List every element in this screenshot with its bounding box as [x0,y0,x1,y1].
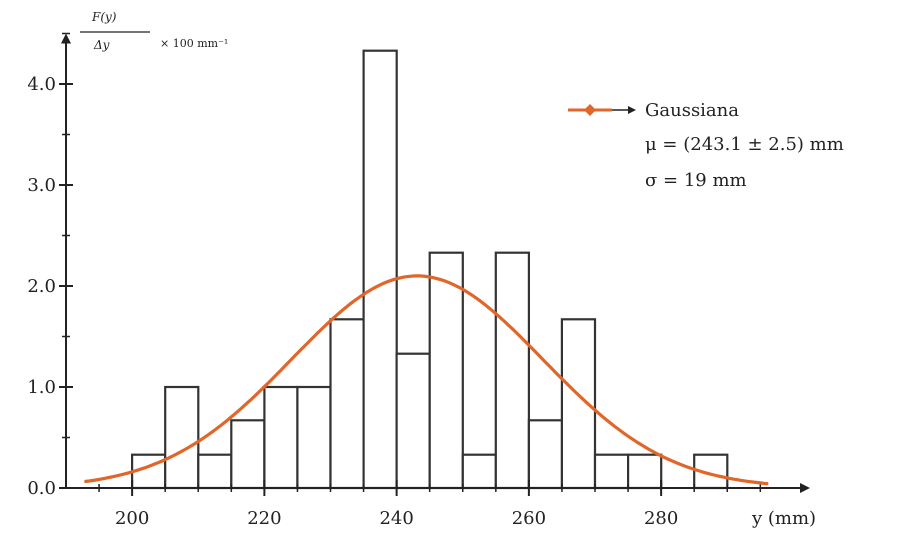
y-label-numerator: F(y) [91,10,117,24]
histogram-bar [197,453,233,490]
gaussian-curve-layer [84,274,769,486]
x-tick-label: 240 [379,508,413,529]
legend-title: Gaussiana [645,100,739,121]
histogram-bar [329,318,365,490]
histogram-bar [593,453,630,490]
x-tick-label: 260 [512,508,546,529]
x-axis-label: y (mm) [751,508,816,529]
y-label-denominator: Δy [93,38,110,52]
histogram-bar [626,453,663,490]
histogram-bar [296,385,332,490]
legend: Gaussiana μ = (243.1 ± 2.5) mm σ = 19 mm [568,100,844,191]
histogram-bar [263,385,299,490]
x-tick-label: 220 [247,508,281,529]
axes: 200 220 240 260 280 0.0 1.0 2.0 3.0 4.0 [27,32,810,529]
x-axis-arrow [800,483,810,493]
y-tick-label: 2.0 [27,276,56,297]
legend-mu: μ = (243.1 ± 2.5) mm [645,134,844,155]
histogram-bars [131,49,729,490]
histogram-bar [230,419,266,490]
histogram-bar [428,251,464,490]
gaussian-curve [84,274,769,486]
x-tick-label: 280 [644,508,678,529]
y-tick-label: 1.0 [27,377,56,398]
histogram-bar [527,419,564,490]
y-axis-label: F(y) Δy × 100 mm⁻¹ [80,10,228,52]
y-tick-label: 0.0 [27,478,56,499]
legend-arrow-head [628,106,636,114]
histogram-bar [494,251,530,490]
histogram-bar [362,49,398,490]
x-tick-label: 200 [115,508,149,529]
legend-marker [584,104,596,116]
y-tick-label: 3.0 [27,175,56,196]
y-tick-label: 4.0 [27,74,56,95]
y-axis-arrow [61,33,71,44]
y-label-factor: × 100 mm⁻¹ [160,37,228,50]
legend-sigma: σ = 19 mm [645,170,747,191]
histogram-bar [395,352,431,490]
histogram-bar [461,453,497,490]
histogram-bar [164,385,200,490]
